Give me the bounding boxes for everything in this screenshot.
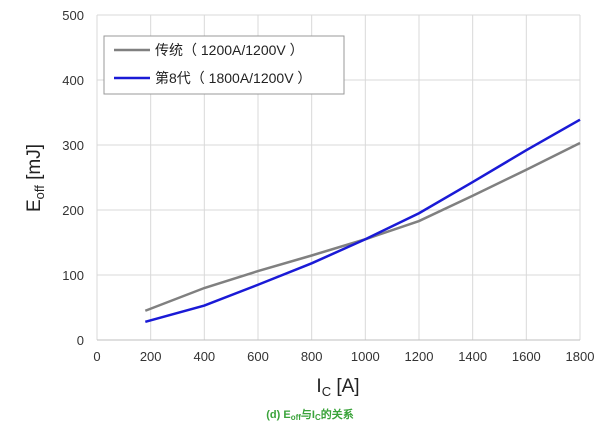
x-tick-label: 1000 [351, 349, 380, 364]
series-line [144, 118, 581, 324]
x-tick-label: 1800 [566, 349, 595, 364]
y-axis-label: Eoff [mJ] [24, 144, 47, 212]
x-tick-label: 1200 [405, 349, 434, 364]
x-axis-label: IC [A] [316, 376, 359, 399]
y-tick-label: 400 [62, 73, 84, 88]
caption: (d) Eoff与IC的关系 [266, 407, 354, 422]
y-tick-label: 100 [62, 268, 84, 283]
x-tick-label: 1400 [458, 349, 487, 364]
y-tick-label: 300 [62, 138, 84, 153]
legend-label: 第8代（ 1800A/1200V ） [155, 70, 311, 86]
legend-box [103, 35, 345, 95]
legend-label: 传统（ 1200A/1200V ） [155, 42, 304, 58]
y-tick-label: 500 [62, 8, 84, 23]
y-tick-label: 200 [62, 203, 84, 218]
x-tick-label: 0 [93, 349, 100, 364]
series-line [144, 141, 581, 312]
x-tick-label: 1600 [512, 349, 541, 364]
x-tick-label: 600 [247, 349, 269, 364]
x-tick-label: 200 [140, 349, 162, 364]
x-tick-label: 400 [193, 349, 215, 364]
x-tick-label: 800 [301, 349, 323, 364]
y-tick-label: 0 [77, 333, 84, 348]
